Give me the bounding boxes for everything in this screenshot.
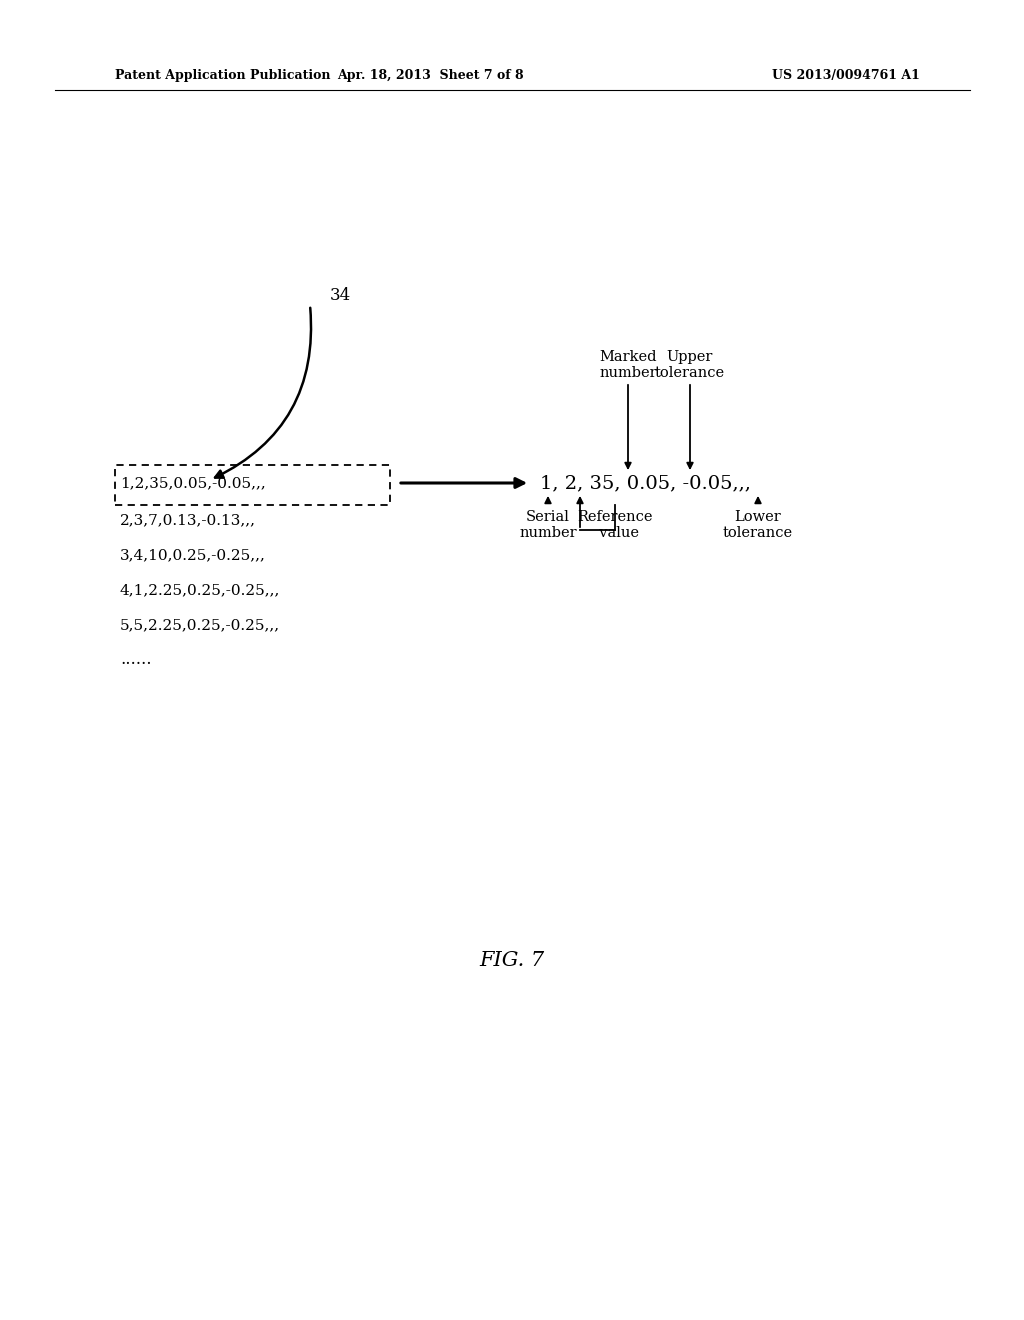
Text: US 2013/0094761 A1: US 2013/0094761 A1	[772, 69, 920, 82]
Text: 34: 34	[330, 286, 351, 304]
Text: FIG. 7: FIG. 7	[479, 950, 545, 969]
Text: ......: ......	[120, 652, 152, 668]
Text: 3,4,10,0.25,-0.25,,,: 3,4,10,0.25,-0.25,,,	[120, 548, 266, 562]
Text: Reference
  value: Reference value	[578, 510, 652, 540]
Text: 4,1,2.25,0.25,-0.25,,,: 4,1,2.25,0.25,-0.25,,,	[120, 583, 281, 597]
Text: Serial
number: Serial number	[519, 510, 577, 540]
Text: 5,5,2.25,0.25,-0.25,,,: 5,5,2.25,0.25,-0.25,,,	[120, 618, 281, 632]
Text: Upper
tolerance: Upper tolerance	[655, 350, 725, 380]
Text: Patent Application Publication: Patent Application Publication	[115, 69, 331, 82]
Bar	[115, 465, 390, 506]
Text: 2,3,7,0.13,-0.13,,,: 2,3,7,0.13,-0.13,,,	[120, 513, 256, 527]
Text: 1, 2, 35, 0.05, -0.05,,,: 1, 2, 35, 0.05, -0.05,,,	[540, 474, 751, 492]
Text: Lower
tolerance: Lower tolerance	[723, 510, 793, 540]
Text: 1,2,35,0.05,-0.05,,,: 1,2,35,0.05,-0.05,,,	[120, 477, 266, 490]
Text: Marked
number: Marked number	[599, 350, 656, 380]
Text: Apr. 18, 2013  Sheet 7 of 8: Apr. 18, 2013 Sheet 7 of 8	[337, 69, 523, 82]
